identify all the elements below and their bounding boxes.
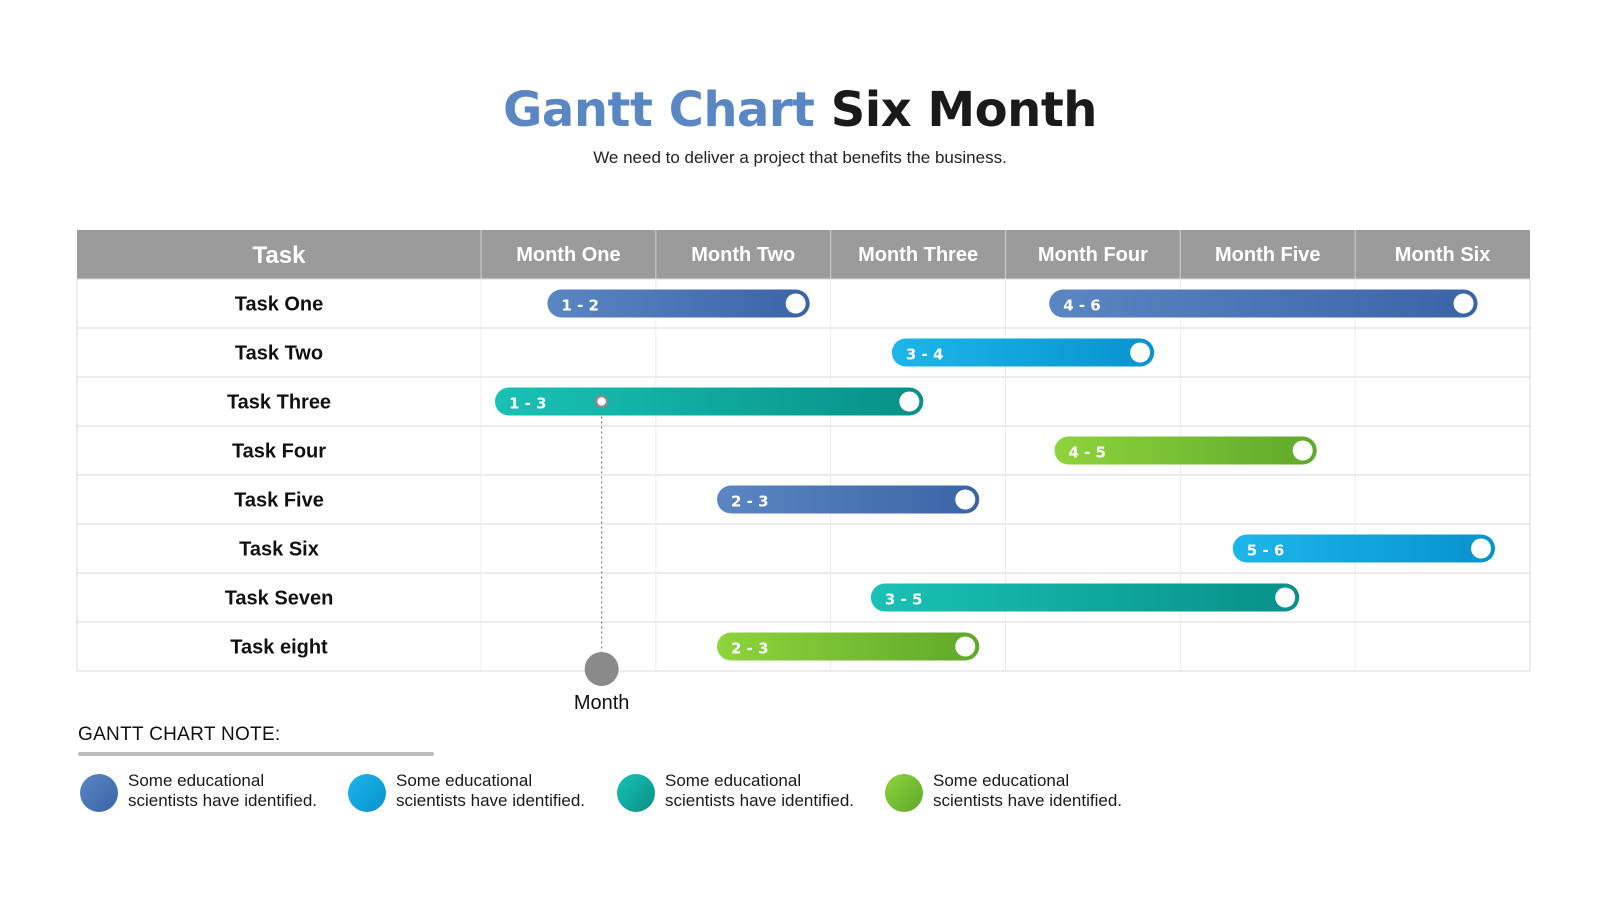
legend-dot-teal bbox=[617, 774, 655, 812]
gantt-bar bbox=[717, 632, 980, 661]
month-column-header: Month Six bbox=[1395, 244, 1491, 266]
gantt-bar-label: 1 - 3 bbox=[509, 395, 547, 413]
gantt-bar bbox=[1232, 534, 1496, 563]
legend-text-line1: Some educational bbox=[665, 771, 802, 790]
legend-text: Some educational scientists have identif… bbox=[933, 771, 1143, 811]
legend-text-line2: scientists have identified. bbox=[933, 791, 1122, 810]
note-underline bbox=[78, 752, 434, 756]
task-name: Task Two bbox=[235, 343, 323, 365]
note-title: GANTT CHART NOTE: bbox=[78, 724, 281, 745]
gantt-bar bbox=[1049, 289, 1478, 318]
gantt-bar-end-knob bbox=[1292, 440, 1313, 461]
gantt-bar-label: 5 - 6 bbox=[1247, 542, 1285, 560]
gantt-bar-end-knob bbox=[1453, 293, 1474, 314]
legend-text-line1: Some educational bbox=[128, 771, 265, 790]
marker-label: Month bbox=[574, 692, 630, 714]
legend-dot-green bbox=[885, 774, 923, 812]
month-column-header: Month Three bbox=[858, 244, 978, 266]
gantt-bar bbox=[870, 583, 1300, 612]
legend-text-line2: scientists have identified. bbox=[128, 791, 317, 810]
month-column-header: Month Four bbox=[1038, 244, 1148, 266]
title-accent: Gantt Chart bbox=[503, 82, 815, 138]
task-name: Task Three bbox=[227, 392, 331, 414]
gantt-bar-end-knob bbox=[785, 293, 806, 314]
gantt-bar-label: 2 - 3 bbox=[731, 493, 769, 511]
gantt-bar-label: 3 - 4 bbox=[906, 346, 944, 364]
task-column-header: Task bbox=[253, 242, 307, 269]
gantt-bar-end-knob bbox=[955, 489, 976, 510]
gantt-bar-label: 1 - 2 bbox=[561, 297, 599, 315]
gantt-bar bbox=[891, 338, 1155, 367]
legend-dot-blue bbox=[80, 774, 118, 812]
gantt-bar-label: 4 - 5 bbox=[1068, 444, 1106, 462]
gantt-bar-end-knob bbox=[1471, 538, 1492, 559]
month-column-header: Month One bbox=[516, 244, 620, 266]
task-name: Task Four bbox=[232, 441, 326, 463]
month-column-header: Month Five bbox=[1215, 244, 1321, 266]
gantt-bar bbox=[547, 289, 810, 318]
gantt-bar-end-knob bbox=[955, 636, 976, 657]
marker-ring bbox=[594, 394, 609, 409]
gantt-bar bbox=[1054, 436, 1317, 465]
legend-text-line1: Some educational bbox=[396, 771, 533, 790]
task-name: Task Five bbox=[234, 490, 324, 512]
legend-dot-cyan bbox=[348, 774, 386, 812]
month-column-header: Month Two bbox=[691, 244, 795, 266]
task-name: Task Seven bbox=[225, 588, 334, 610]
legend-text: Some educational scientists have identif… bbox=[128, 771, 338, 811]
task-name: Task One bbox=[235, 294, 324, 316]
gantt-bar-label: 4 - 6 bbox=[1063, 297, 1101, 315]
legend-text: Some educational scientists have identif… bbox=[396, 771, 606, 811]
legend-text-line2: scientists have identified. bbox=[396, 791, 585, 810]
gantt-bar bbox=[717, 485, 980, 514]
task-name: Task Six bbox=[239, 539, 319, 561]
page-subtitle: We need to deliver a project that benefi… bbox=[593, 148, 1007, 167]
gantt-bar-end-knob bbox=[1275, 587, 1296, 608]
marker-dot bbox=[584, 652, 619, 686]
legend-text: Some educational scientists have identif… bbox=[665, 771, 875, 811]
gantt-bar-label: 2 - 3 bbox=[731, 640, 769, 658]
title-rest: Six Month bbox=[830, 82, 1098, 138]
gantt-chart: Task Month One Month Two Month Three Month F… bbox=[76, 230, 1531, 714]
task-name: Task eight bbox=[230, 637, 328, 659]
header-band bbox=[77, 230, 1530, 279]
gantt-bar-end-knob bbox=[1130, 342, 1151, 363]
gantt-bar bbox=[494, 387, 924, 416]
page-title: Gantt Chart Six Month bbox=[0, 82, 1600, 138]
legend-text-line1: Some educational bbox=[933, 771, 1070, 790]
gantt-bar-label: 3 - 5 bbox=[885, 591, 923, 609]
gantt-bar-end-knob bbox=[899, 391, 920, 412]
legend-text-line2: scientists have identified. bbox=[665, 791, 854, 810]
